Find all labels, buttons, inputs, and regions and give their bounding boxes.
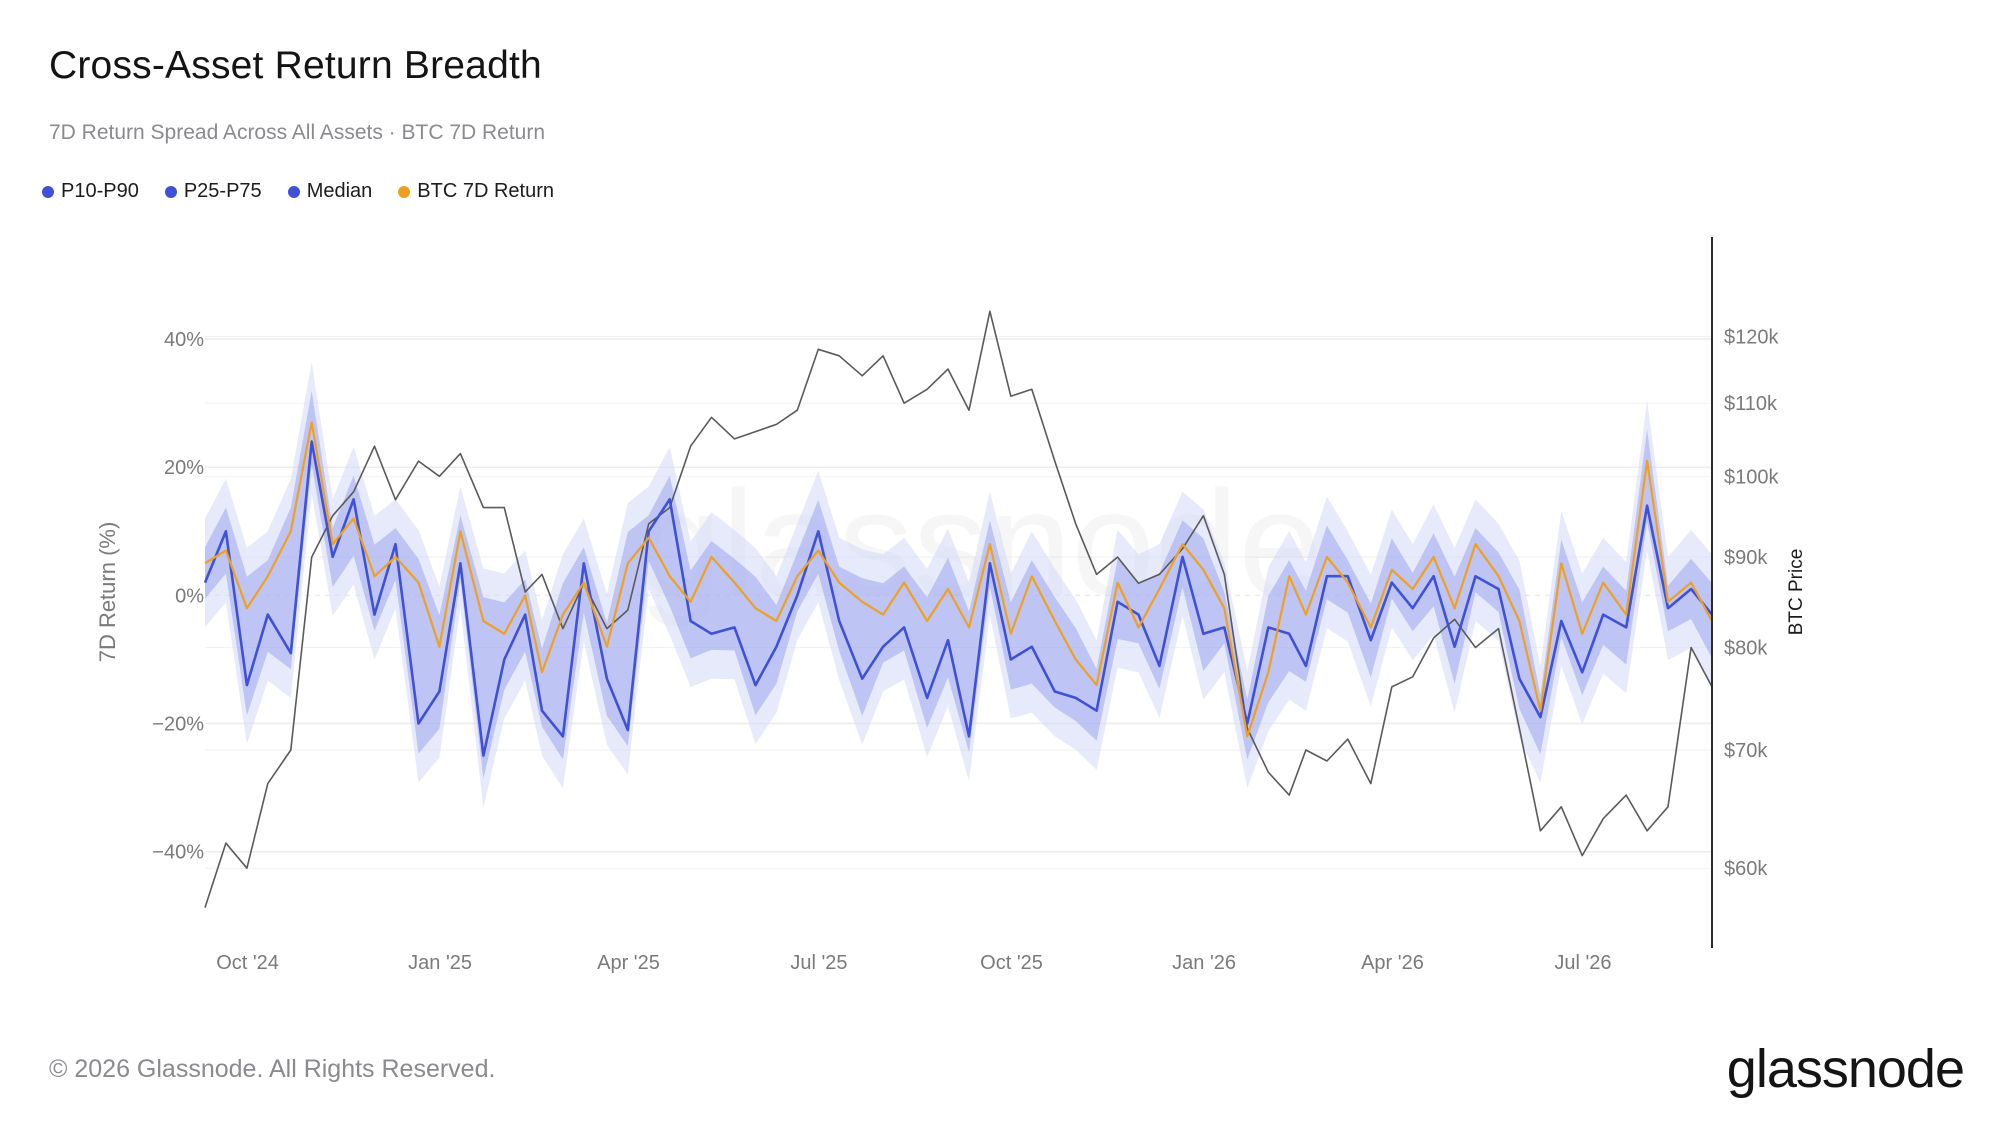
percentile-bands: [205, 362, 1712, 808]
y-left-tick-label: 20%: [164, 457, 204, 479]
copyright-text: © 2026 Glassnode. All Rights Reserved.: [49, 1055, 496, 1083]
x-tick-label: Jul '25: [790, 952, 847, 974]
legend-item-btc-return[interactable]: BTC 7D Return: [398, 180, 554, 203]
y-right-tick-label: $100k: [1724, 466, 1779, 488]
series-line-btc-price: [204, 310, 1713, 908]
legend-dot-p25-p75: [164, 185, 177, 198]
y-right-axis-label: BTC Price: [1786, 549, 1807, 636]
legend-label: P25-P75: [183, 180, 262, 202]
legend-dot-btc-return: [398, 185, 411, 198]
series-lines: [203, 310, 1714, 908]
band-p25-p75: [205, 391, 1712, 779]
chart-subtitle: 7D Return Spread Across All Assets · BTC…: [49, 121, 546, 144]
legend-item-p10-p90[interactable]: P10-P90: [42, 180, 139, 203]
y-left-tick-label: −20%: [152, 714, 204, 736]
y-right-tick-label: $110k: [1724, 393, 1778, 415]
legend-dot-p10-p90: [42, 185, 54, 198]
legend-item-p25-p75[interactable]: P25-P75: [164, 180, 262, 203]
x-tick-label: Jul '26: [1554, 952, 1611, 974]
legend-label: Median: [306, 180, 373, 202]
x-tick-label: Apr '25: [597, 952, 660, 974]
series-line-btc-return: [204, 421, 1713, 738]
y-right-tick-label: $80k: [1724, 638, 1768, 660]
legend-dot-median: [287, 185, 300, 198]
chart-title: Cross-Asset Return Breadth: [49, 44, 542, 87]
x-tick-label: Apr '26: [1361, 952, 1424, 974]
legend-item-median[interactable]: Median: [287, 180, 373, 203]
axes: 40% 20% 0% −20% −40% $120k $110k $100k $90k $80k $…: [95, 237, 1807, 974]
legend-label: P10-P90: [61, 180, 139, 202]
y-right-tick-label: $90k: [1724, 547, 1768, 569]
band-p10-p90: [205, 362, 1712, 808]
x-tick-label: Oct '24: [216, 952, 279, 974]
x-tick-label: Jan '26: [1172, 952, 1236, 974]
brand-logo[interactable]: glassnode: [1726, 1039, 1965, 1099]
x-tick-label: Jan '25: [408, 952, 472, 974]
series-line-median: [203, 440, 1714, 757]
y-right-tick-label: $60k: [1724, 858, 1768, 880]
y-left-axis-label: 7D Return (%): [95, 522, 120, 663]
x-tick-label: Oct '25: [980, 952, 1043, 974]
y-left-tick-label: 0%: [175, 585, 204, 607]
legend: P10-P90 P25-P75 Median BTC 7D Return: [42, 180, 554, 203]
y-right-tick-label: $120k: [1724, 326, 1779, 348]
y-left-tick-label: −40%: [152, 842, 204, 864]
y-left-tick-label: 40%: [164, 329, 204, 351]
legend-label: BTC 7D Return: [417, 180, 555, 202]
y-right-tick-label: $70k: [1724, 740, 1768, 762]
